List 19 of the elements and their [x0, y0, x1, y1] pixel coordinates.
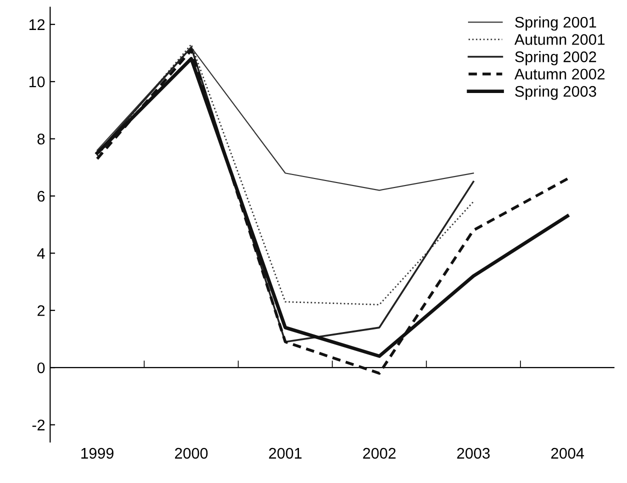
- x-tick-label: 2001: [269, 448, 302, 459]
- legend-label: Autumn 2001: [514, 34, 605, 45]
- y-tick-label: 2: [38, 305, 45, 316]
- y-tick-label: 0: [37, 362, 45, 374]
- legend-label: Spring 2002: [515, 51, 596, 66]
- y-tick-label: 6: [38, 190, 45, 202]
- legend-label: Spring 2001: [515, 16, 596, 31]
- y-tick-label: 4: [37, 248, 45, 259]
- y-tick-label: -2: [32, 420, 45, 430]
- x-tick-label: 2000: [175, 448, 208, 459]
- x-tick-label: 1999: [81, 448, 114, 459]
- x-tick-label: 2004: [551, 448, 584, 459]
- x-tick-label: 2003: [457, 448, 490, 459]
- legend-label: Spring 2003: [515, 86, 596, 100]
- legend-label: Autumn 2002: [514, 68, 605, 80]
- y-tick-label: 10: [29, 76, 45, 88]
- x-tick-label: 2002: [363, 448, 396, 459]
- y-tick-label: 8: [37, 134, 45, 144]
- y-tick-label: 12: [29, 19, 45, 30]
